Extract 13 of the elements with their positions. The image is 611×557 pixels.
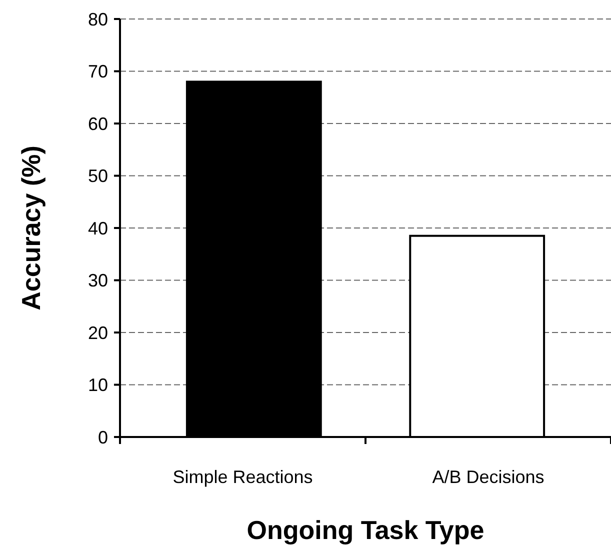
x-axis-title: Ongoing Task Type [246, 515, 484, 545]
y-axis-title: Accuracy (%) [16, 146, 46, 310]
y-tick-label: 40 [88, 218, 108, 238]
y-tick-label: 60 [88, 114, 108, 134]
y-tick-label: 0 [98, 427, 108, 448]
x-tick-label: Simple Reactions [172, 467, 313, 487]
y-tick-label: 50 [88, 166, 108, 186]
y-tick-label: 70 [88, 62, 108, 82]
y-tick-label: 30 [88, 270, 108, 291]
y-tick-label: 20 [88, 322, 108, 343]
y-tick-label: 10 [88, 375, 108, 396]
x-tick-label: A/B Decisions [432, 467, 544, 487]
y-tick-label: 80 [88, 9, 108, 30]
